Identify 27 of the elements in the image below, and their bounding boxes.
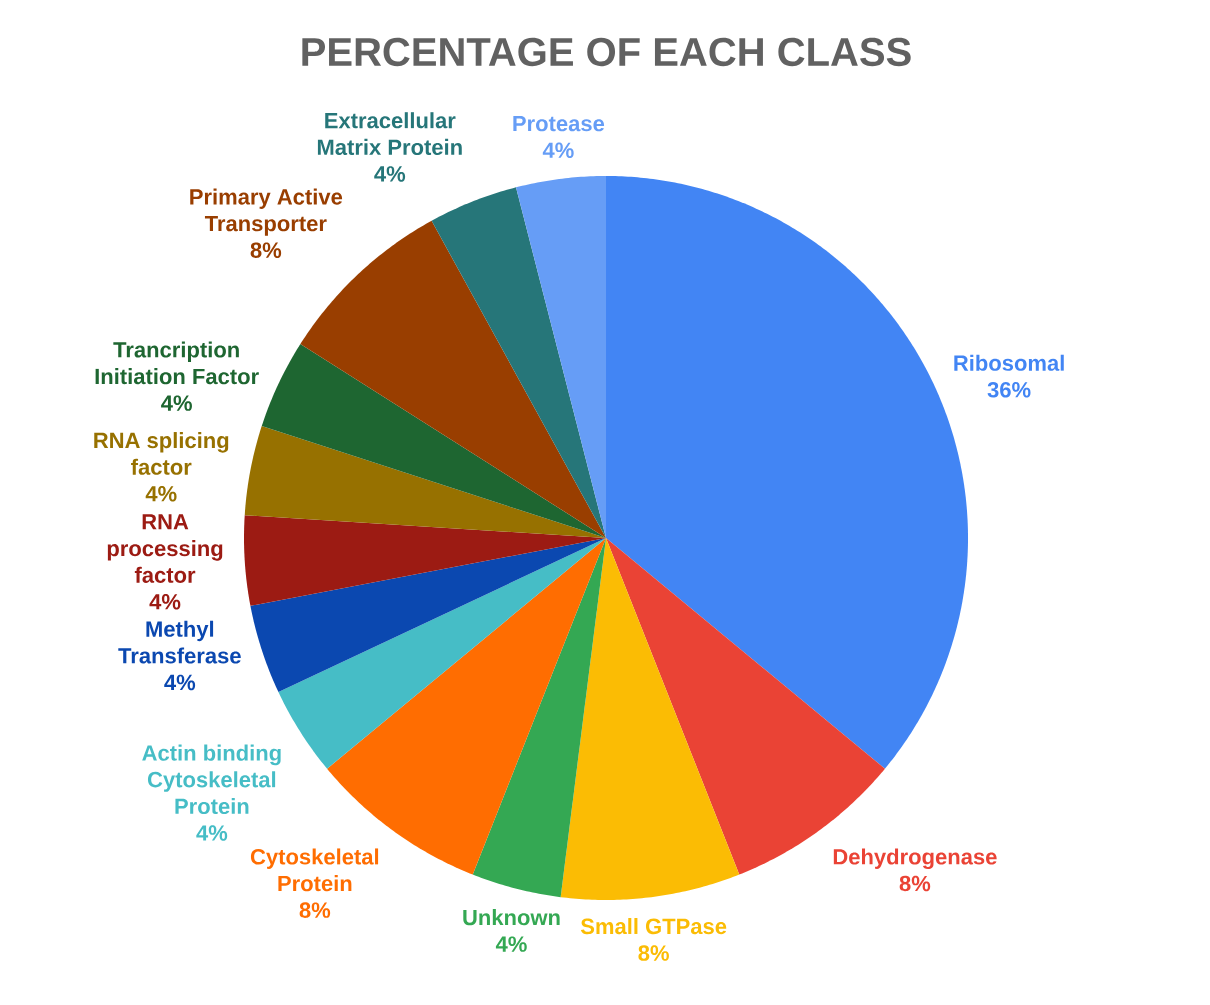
data-label: 4% xyxy=(164,674,196,691)
slice-label: Dehydrogenase xyxy=(833,848,997,870)
data-label: 8% xyxy=(638,945,669,961)
slice-label: Actin binding Cytoskeletal Protein xyxy=(142,744,281,815)
slice-label: Unknown xyxy=(463,909,560,926)
slice-label: Protease xyxy=(513,115,605,132)
data-label: 36% xyxy=(987,381,1031,398)
data-label: 8% xyxy=(899,875,931,892)
data-label: 4% xyxy=(196,825,228,841)
slice-label: Ribosomal xyxy=(954,354,1064,371)
chart-title: PERCENTAGE OF EACH CLASS xyxy=(302,37,911,67)
data-label: 4% xyxy=(495,936,527,952)
data-label: 4% xyxy=(145,486,177,502)
slice-label: RNA processing factor xyxy=(107,514,223,583)
data-label: 4% xyxy=(161,395,192,411)
slice-label: Methyl Transferase xyxy=(118,620,241,664)
slice-label: RNA splicing factor xyxy=(94,432,229,475)
data-label: 4% xyxy=(149,594,181,610)
slice-label: Small GTPase xyxy=(580,918,727,935)
data-label: 8% xyxy=(299,902,331,918)
data-label: 4% xyxy=(542,142,574,158)
data-label: 4% xyxy=(374,166,406,182)
slice-label: Extracellular Matrix Protein xyxy=(317,112,462,156)
slice-label: Cytoskeletal Protein xyxy=(250,848,379,892)
slice-label: Trancription Initiation Factor xyxy=(95,341,259,385)
slice-label: Primary Active Transporter xyxy=(190,188,343,236)
data-label: 8% xyxy=(250,242,282,258)
